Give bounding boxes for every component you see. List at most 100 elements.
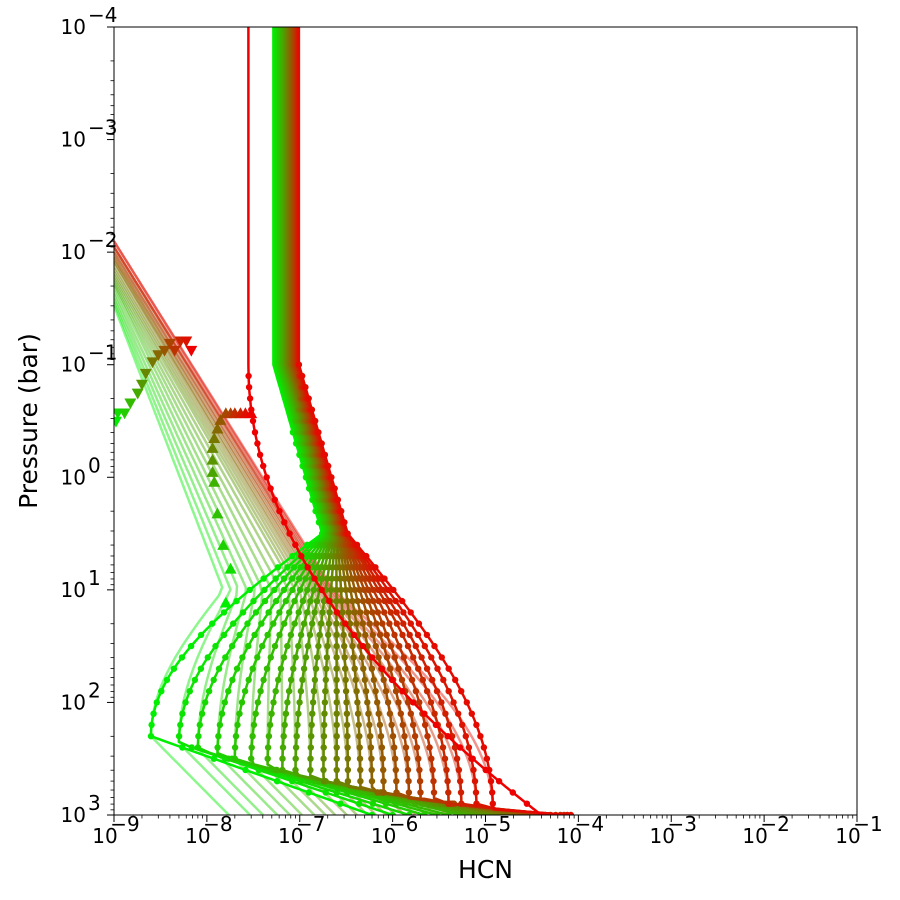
profile-dot	[333, 609, 341, 616]
profile-dot	[210, 755, 218, 762]
profile-dot	[222, 654, 229, 661]
profile-dot	[267, 654, 274, 661]
y-tick-label: 10	[61, 353, 86, 377]
faded-profile-line	[114, 285, 303, 815]
profile-dot	[416, 766, 423, 774]
profile-dot	[191, 676, 199, 684]
axis-ticks	[107, 26, 858, 822]
profile-dot	[291, 597, 298, 605]
profile-dot	[369, 800, 377, 807]
profile-dot	[453, 755, 461, 762]
profile-dot	[351, 609, 358, 616]
profile-dot	[421, 721, 429, 729]
profile-dot	[299, 372, 306, 380]
x-tick-exponent: −3	[668, 812, 697, 836]
profile-dot	[312, 417, 319, 425]
profile-dot	[354, 710, 362, 717]
profile-dot	[333, 676, 340, 684]
profile-dot	[305, 789, 312, 796]
profile-dot	[380, 676, 387, 684]
profile-dot	[344, 766, 352, 774]
profile-dot	[333, 597, 340, 605]
profile-dot	[356, 733, 363, 740]
profile-dot	[158, 688, 165, 695]
profile-dot	[280, 575, 288, 582]
profile-dot	[351, 665, 358, 672]
profile-dot	[445, 665, 452, 672]
profile-dot	[287, 631, 295, 639]
profile-dot	[279, 744, 287, 751]
profile-dot	[296, 575, 303, 582]
profile-dot	[286, 609, 293, 616]
profile-dot	[150, 710, 157, 717]
profile-dot	[395, 665, 402, 672]
profile-dot	[367, 733, 374, 740]
profile-dot	[290, 665, 297, 672]
profile-dot	[373, 620, 380, 627]
profile-dot	[320, 597, 328, 605]
profile-dot	[388, 721, 395, 729]
faded-profile-line	[114, 256, 406, 815]
profile-dot	[320, 755, 327, 762]
profile-dot	[313, 597, 321, 605]
profile-dot	[245, 642, 252, 650]
profile-dot	[368, 755, 375, 762]
profile-dot	[321, 721, 328, 729]
profile-dot	[427, 699, 435, 706]
y-tick-exponent: 0	[88, 453, 101, 477]
profile-dot	[387, 642, 395, 650]
profile-dot	[321, 451, 329, 458]
profile-dot	[374, 609, 382, 616]
profile-dot	[465, 744, 473, 751]
profile-dot	[249, 417, 257, 425]
profile-dot	[205, 688, 213, 695]
triangle-up-marker	[219, 596, 232, 608]
profile-dot	[442, 710, 449, 717]
profile-dot	[147, 733, 155, 740]
profile-dot	[270, 620, 277, 627]
profile-dot	[265, 733, 273, 740]
profile-dot	[309, 699, 317, 706]
profile-dot	[405, 811, 413, 815]
profile-dot	[397, 710, 404, 717]
profile-dot	[375, 586, 382, 594]
profile-dot	[239, 609, 247, 616]
profile-dot	[233, 597, 240, 605]
profile-dot	[469, 755, 476, 762]
profile-dot	[392, 766, 399, 774]
profile-dot	[456, 744, 464, 751]
profile-dot	[438, 654, 445, 661]
profile-dot	[344, 755, 351, 762]
profile-dot	[228, 642, 236, 650]
profile-dot	[317, 620, 325, 627]
triangle-down-marker	[163, 338, 176, 350]
profile-dot	[273, 766, 281, 774]
profile-dot	[337, 800, 344, 807]
profile-dot	[455, 710, 462, 717]
profile-dot	[426, 744, 433, 751]
faded-profile-line	[114, 260, 397, 815]
profile-dot	[369, 609, 376, 616]
profile-dot	[423, 688, 431, 695]
profile-dot	[215, 733, 222, 740]
profile-dot	[238, 699, 246, 706]
profile-dot	[404, 665, 412, 672]
profile-dot	[342, 676, 349, 684]
profile-dot	[285, 688, 293, 695]
triangle-up-marker	[208, 432, 221, 444]
profile-dot	[305, 395, 312, 402]
profile-dot	[366, 620, 373, 627]
profile-dot	[455, 766, 463, 774]
profile-dot	[339, 609, 346, 616]
triangle-down-marker	[185, 345, 198, 357]
x-tick-label: 10	[371, 824, 396, 848]
profile-dot	[270, 699, 277, 706]
profile-dot	[268, 710, 275, 717]
profile-dot	[473, 800, 480, 807]
profile-dot	[463, 699, 470, 706]
profile-dot	[399, 631, 406, 639]
profile-dot	[295, 710, 302, 717]
profile-dot	[276, 631, 283, 639]
profile-dot	[365, 597, 372, 605]
profile-dot	[441, 755, 449, 762]
